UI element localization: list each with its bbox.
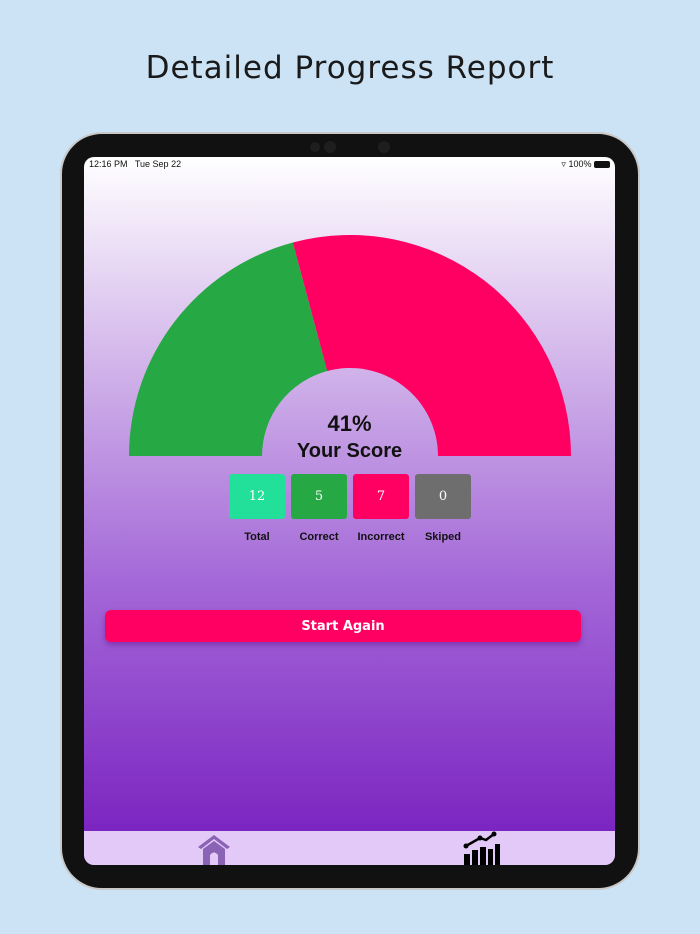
status-time: 12:16 PM [89,159,128,169]
score-gauge [129,235,571,456]
skipped-label: Skiped [424,531,462,543]
score-label: Your Score [296,440,403,462]
incorrect-label: Incorrect [357,531,405,543]
gauge-correct-segment [129,242,328,456]
total-label: Total [244,531,270,543]
page-title: Detailed Progress Report [145,50,555,86]
home-icon[interactable] [196,833,232,865]
correct-box: 5 [291,474,347,519]
battery-icon [594,161,610,169]
skipped-box: 0 [415,474,471,519]
app-screen: 12:16 PM Tue Sep 22 ▿ 100% 41% Your Scor… [84,157,615,865]
wifi-icon: ▿ [561,159,566,169]
gauge-incorrect-segment [292,235,571,456]
status-date: Tue Sep 22 [134,159,182,169]
status-bar: 12:16 PM Tue Sep 22 ▿ 100% [89,159,610,170]
start-again-button[interactable]: Start Again [105,610,581,642]
correct-label: Correct [299,531,339,543]
camera-dot [310,142,320,152]
incorrect-box: 7 [353,474,409,519]
sensor [378,141,390,153]
camera-lens [324,141,336,153]
chart-icon[interactable] [462,831,500,865]
score-percent: 41% [327,411,372,436]
tab-bar [84,831,615,865]
total-box: 12 [229,474,285,519]
battery-text: 100% [568,159,592,169]
